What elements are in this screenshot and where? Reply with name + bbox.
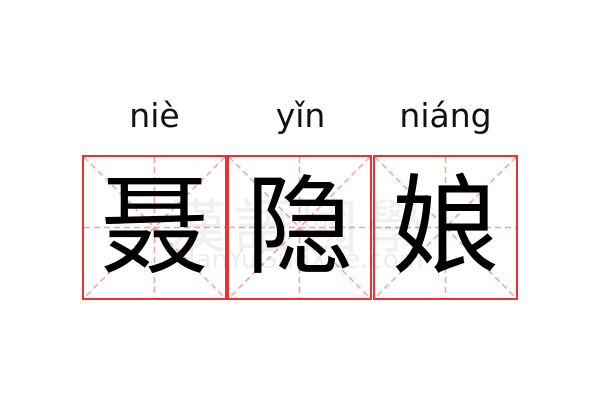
pinyin-3: niáng	[399, 96, 492, 135]
character-3: 娘	[391, 164, 500, 290]
character-cell-1: 聂	[82, 155, 227, 300]
character-cell-3: 娘	[373, 155, 518, 300]
pinyin-1: niè	[129, 96, 180, 135]
guide-lines	[84, 157, 225, 298]
character-2: 隐	[245, 164, 354, 290]
guide-lines	[375, 157, 516, 298]
character-cell-2: 隐	[227, 155, 372, 300]
character-grid: 聂 隐 娘	[82, 155, 518, 300]
guide-lines	[229, 157, 370, 298]
character-1: 聂	[100, 164, 209, 290]
pinyin-2: yǐn	[275, 96, 326, 135]
